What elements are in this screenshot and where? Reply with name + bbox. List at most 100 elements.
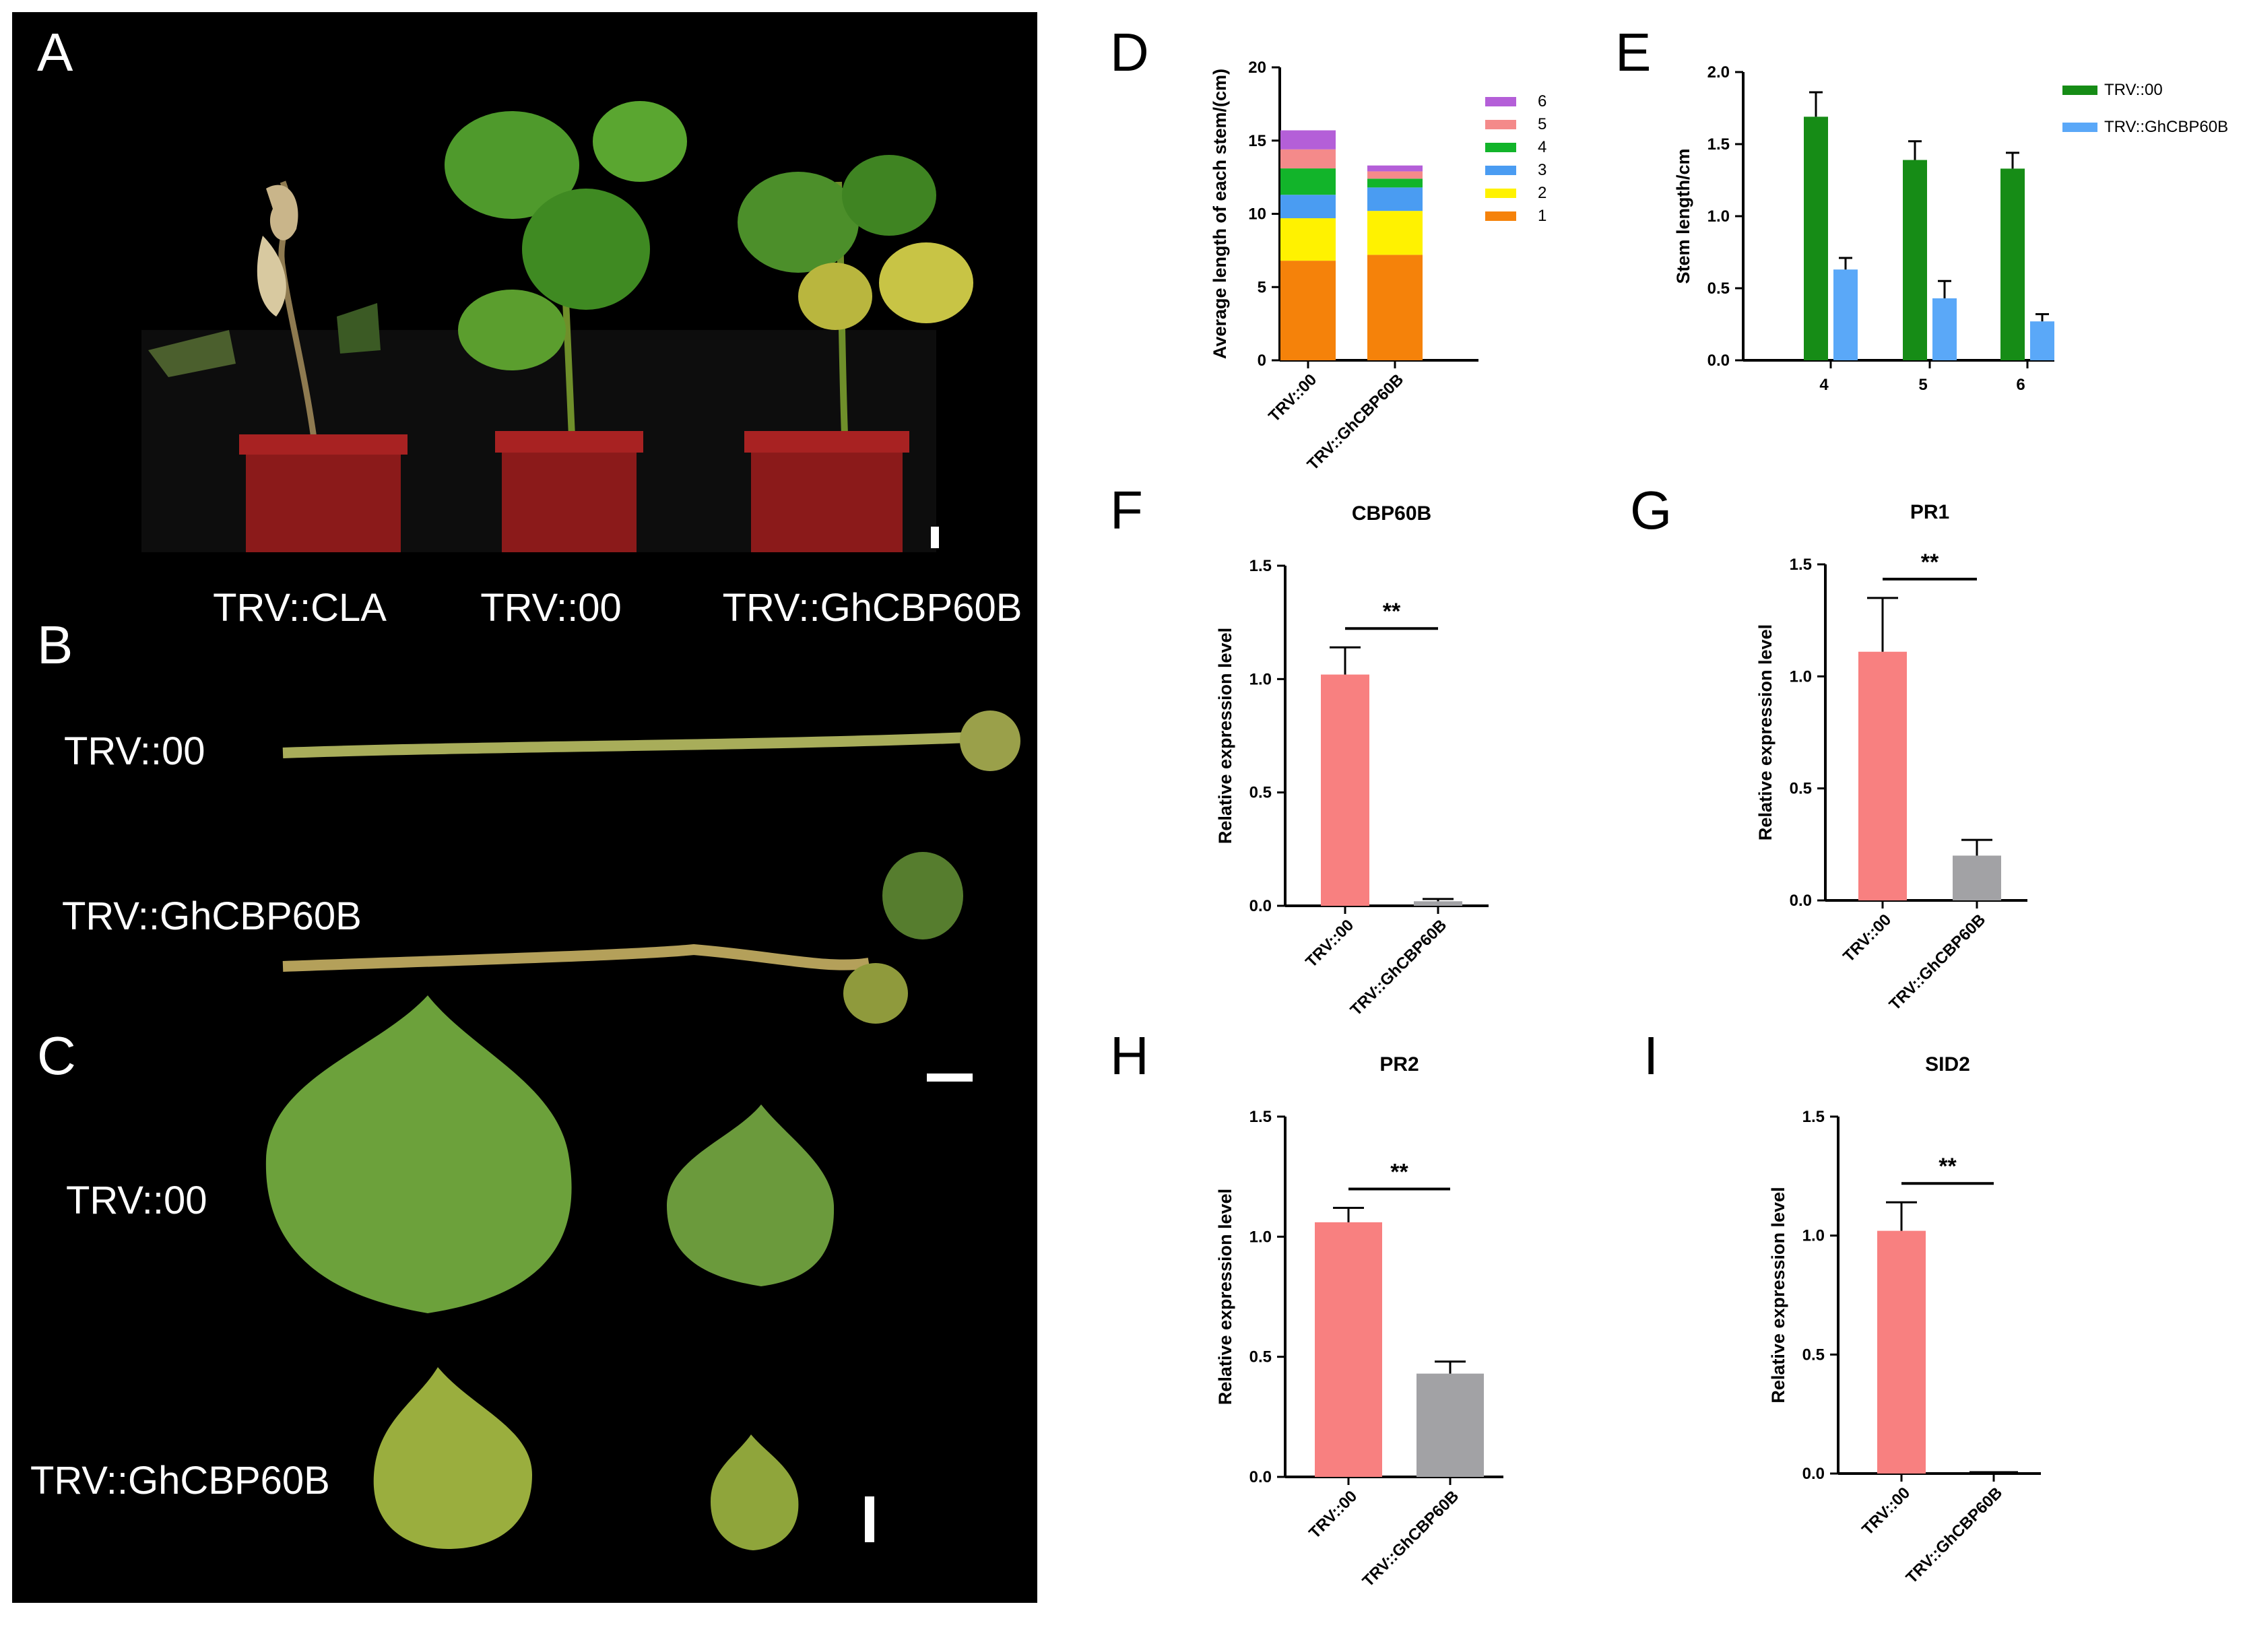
bar-segment-2 xyxy=(1280,218,1336,261)
y-tick-label: 1.5 xyxy=(1249,1108,1272,1126)
leaf-trv-00-small xyxy=(667,1104,835,1286)
bar-segment-1 xyxy=(1367,255,1423,360)
panel-letter-f: F xyxy=(1110,480,1143,540)
x-tick-label: TRV::00 xyxy=(1839,911,1895,966)
bar xyxy=(1315,1222,1382,1477)
photo-a-label-trv-cla: TRV::CLA xyxy=(213,586,387,630)
y-tick-label: 1.5 xyxy=(1249,557,1272,575)
scale-bar-b xyxy=(927,1073,973,1082)
leaf-trv-00-large xyxy=(265,995,572,1313)
plant-trv-ghcbp60b xyxy=(738,155,973,552)
legend-label: TRV::00 xyxy=(2104,81,2163,99)
x-tick-label: TRV::00 xyxy=(1305,1487,1361,1542)
photo-b-label-trv-00: TRV::00 xyxy=(64,729,205,773)
y-tick-label: 0.5 xyxy=(1249,1348,1272,1366)
y-tick-label: 0.5 xyxy=(1707,279,1730,298)
chart-title: PR2 xyxy=(1379,1053,1419,1076)
y-tick-label: 15 xyxy=(1248,132,1266,150)
y-tick-label: 1.0 xyxy=(1249,670,1272,688)
x-tick-label: TRV::00 xyxy=(1302,916,1357,971)
bar-segment-4 xyxy=(1367,178,1423,188)
y-axis-title: Relative expression level xyxy=(1755,624,1776,840)
y-tick-label: 5 xyxy=(1258,278,1266,296)
legend-swatch xyxy=(1485,143,1516,152)
chart-title: PR1 xyxy=(1910,501,1949,523)
bar-segment-5 xyxy=(1280,149,1336,169)
y-tick-label: 0 xyxy=(1258,352,1266,370)
y-axis-title: Average length of each stem/(cm) xyxy=(1210,69,1230,359)
x-tick-label: TRV::00 xyxy=(1265,370,1320,426)
bar xyxy=(1804,117,1828,360)
legend-swatch xyxy=(1485,120,1516,129)
y-tick-label: 10 xyxy=(1248,205,1266,224)
y-tick-label: 1.5 xyxy=(1790,556,1812,574)
bar xyxy=(1414,901,1462,906)
legend-swatch xyxy=(1485,189,1516,198)
x-tick-label: TRV::GhCBP60B xyxy=(1304,370,1408,474)
y-tick-label: 0.0 xyxy=(1790,892,1812,910)
legend-label: 3 xyxy=(1538,161,1546,179)
chart-panel-g: G 0.0 0.5 1.0 1.5 Relative expression level TR… xyxy=(1630,480,2027,1014)
x-tick-label: TRV::GhCBP60B xyxy=(1347,916,1451,1020)
y-tick-label: 0.0 xyxy=(1249,1468,1272,1486)
panel-letter-h: H xyxy=(1110,1026,1149,1086)
bar xyxy=(1953,855,2001,900)
legend-label: 2 xyxy=(1538,184,1546,202)
x-tick-label: TRV::00 xyxy=(1858,1484,1914,1539)
bar-segment-6 xyxy=(1367,165,1423,172)
stem-trv-ghcbp60b xyxy=(282,852,963,1024)
panel-letter-e: E xyxy=(1615,22,1651,82)
y-tick-label: 0.5 xyxy=(1790,780,1812,798)
bar xyxy=(1321,674,1369,906)
bar-segment-3 xyxy=(1367,187,1423,211)
photo-c-label-trv-ghcbp60b: TRV::GhCBP60B xyxy=(30,1459,330,1502)
y-tick-label: 20 xyxy=(1248,59,1266,77)
panel-letter-c: C xyxy=(37,1026,76,1086)
bar-segment-1 xyxy=(1280,261,1336,360)
significance-label: ** xyxy=(1939,1154,1957,1179)
x-tick-label: TRV::GhCBP60B xyxy=(1886,911,1990,1014)
bar xyxy=(1416,1373,1484,1477)
bar-segment-5 xyxy=(1367,171,1423,179)
legend-swatch xyxy=(1485,166,1516,175)
bar-segment-6 xyxy=(1280,130,1336,150)
bar xyxy=(2030,321,2054,360)
chart-panel-f: F 0.0 0.5 1.0 1.5 Relative expression level TR… xyxy=(1110,480,1489,1020)
y-axis-title: Relative expression level xyxy=(1215,1189,1235,1405)
bar xyxy=(1903,160,1927,361)
x-tick-label: 5 xyxy=(1918,376,1927,394)
legend-label: 4 xyxy=(1538,138,1546,156)
y-tick-label: 1.0 xyxy=(1707,207,1730,226)
panel-letter-g: G xyxy=(1630,480,1672,540)
legend-label: TRV::GhCBP60B xyxy=(2104,118,2228,136)
photo-c-label-trv-00: TRV::00 xyxy=(66,1179,207,1222)
plant-trv-00 xyxy=(445,101,687,552)
bar-segment-2 xyxy=(1367,211,1423,255)
photo-b-label-trv-ghcbp60b: TRV::GhCBP60B xyxy=(62,894,362,938)
stem-trv-00 xyxy=(282,711,1020,771)
panel-letter-d: D xyxy=(1110,22,1149,82)
y-tick-label: 0.0 xyxy=(1249,897,1272,915)
scale-bar-a xyxy=(931,527,939,548)
y-axis-title: Relative expression level xyxy=(1215,628,1235,844)
panel-letter-a: A xyxy=(37,22,73,82)
x-tick-label: 4 xyxy=(1819,376,1829,394)
significance-label: ** xyxy=(1390,1160,1408,1185)
chart-panel-d: D 0 5 10 15 20 Average length of each stem/(cm… xyxy=(1110,22,1546,474)
legend-swatch xyxy=(1485,211,1516,221)
y-tick-label: 1.5 xyxy=(1802,1108,1825,1126)
legend-label: 1 xyxy=(1538,207,1546,225)
legend-swatch xyxy=(1485,97,1516,106)
y-tick-label: 0.5 xyxy=(1802,1346,1825,1364)
bar xyxy=(1932,298,1957,360)
bar-segment-3 xyxy=(1280,195,1336,219)
scale-bar-c xyxy=(865,1496,874,1542)
panel-letter-b: B xyxy=(37,615,73,675)
leaf-trv-ghcbp60b-large xyxy=(373,1367,532,1549)
leaf-trv-ghcbp60b-small xyxy=(711,1434,799,1550)
plant-trv-cla xyxy=(148,180,408,552)
y-tick-label: 0.0 xyxy=(1707,352,1730,370)
legend-label: 6 xyxy=(1538,92,1546,110)
